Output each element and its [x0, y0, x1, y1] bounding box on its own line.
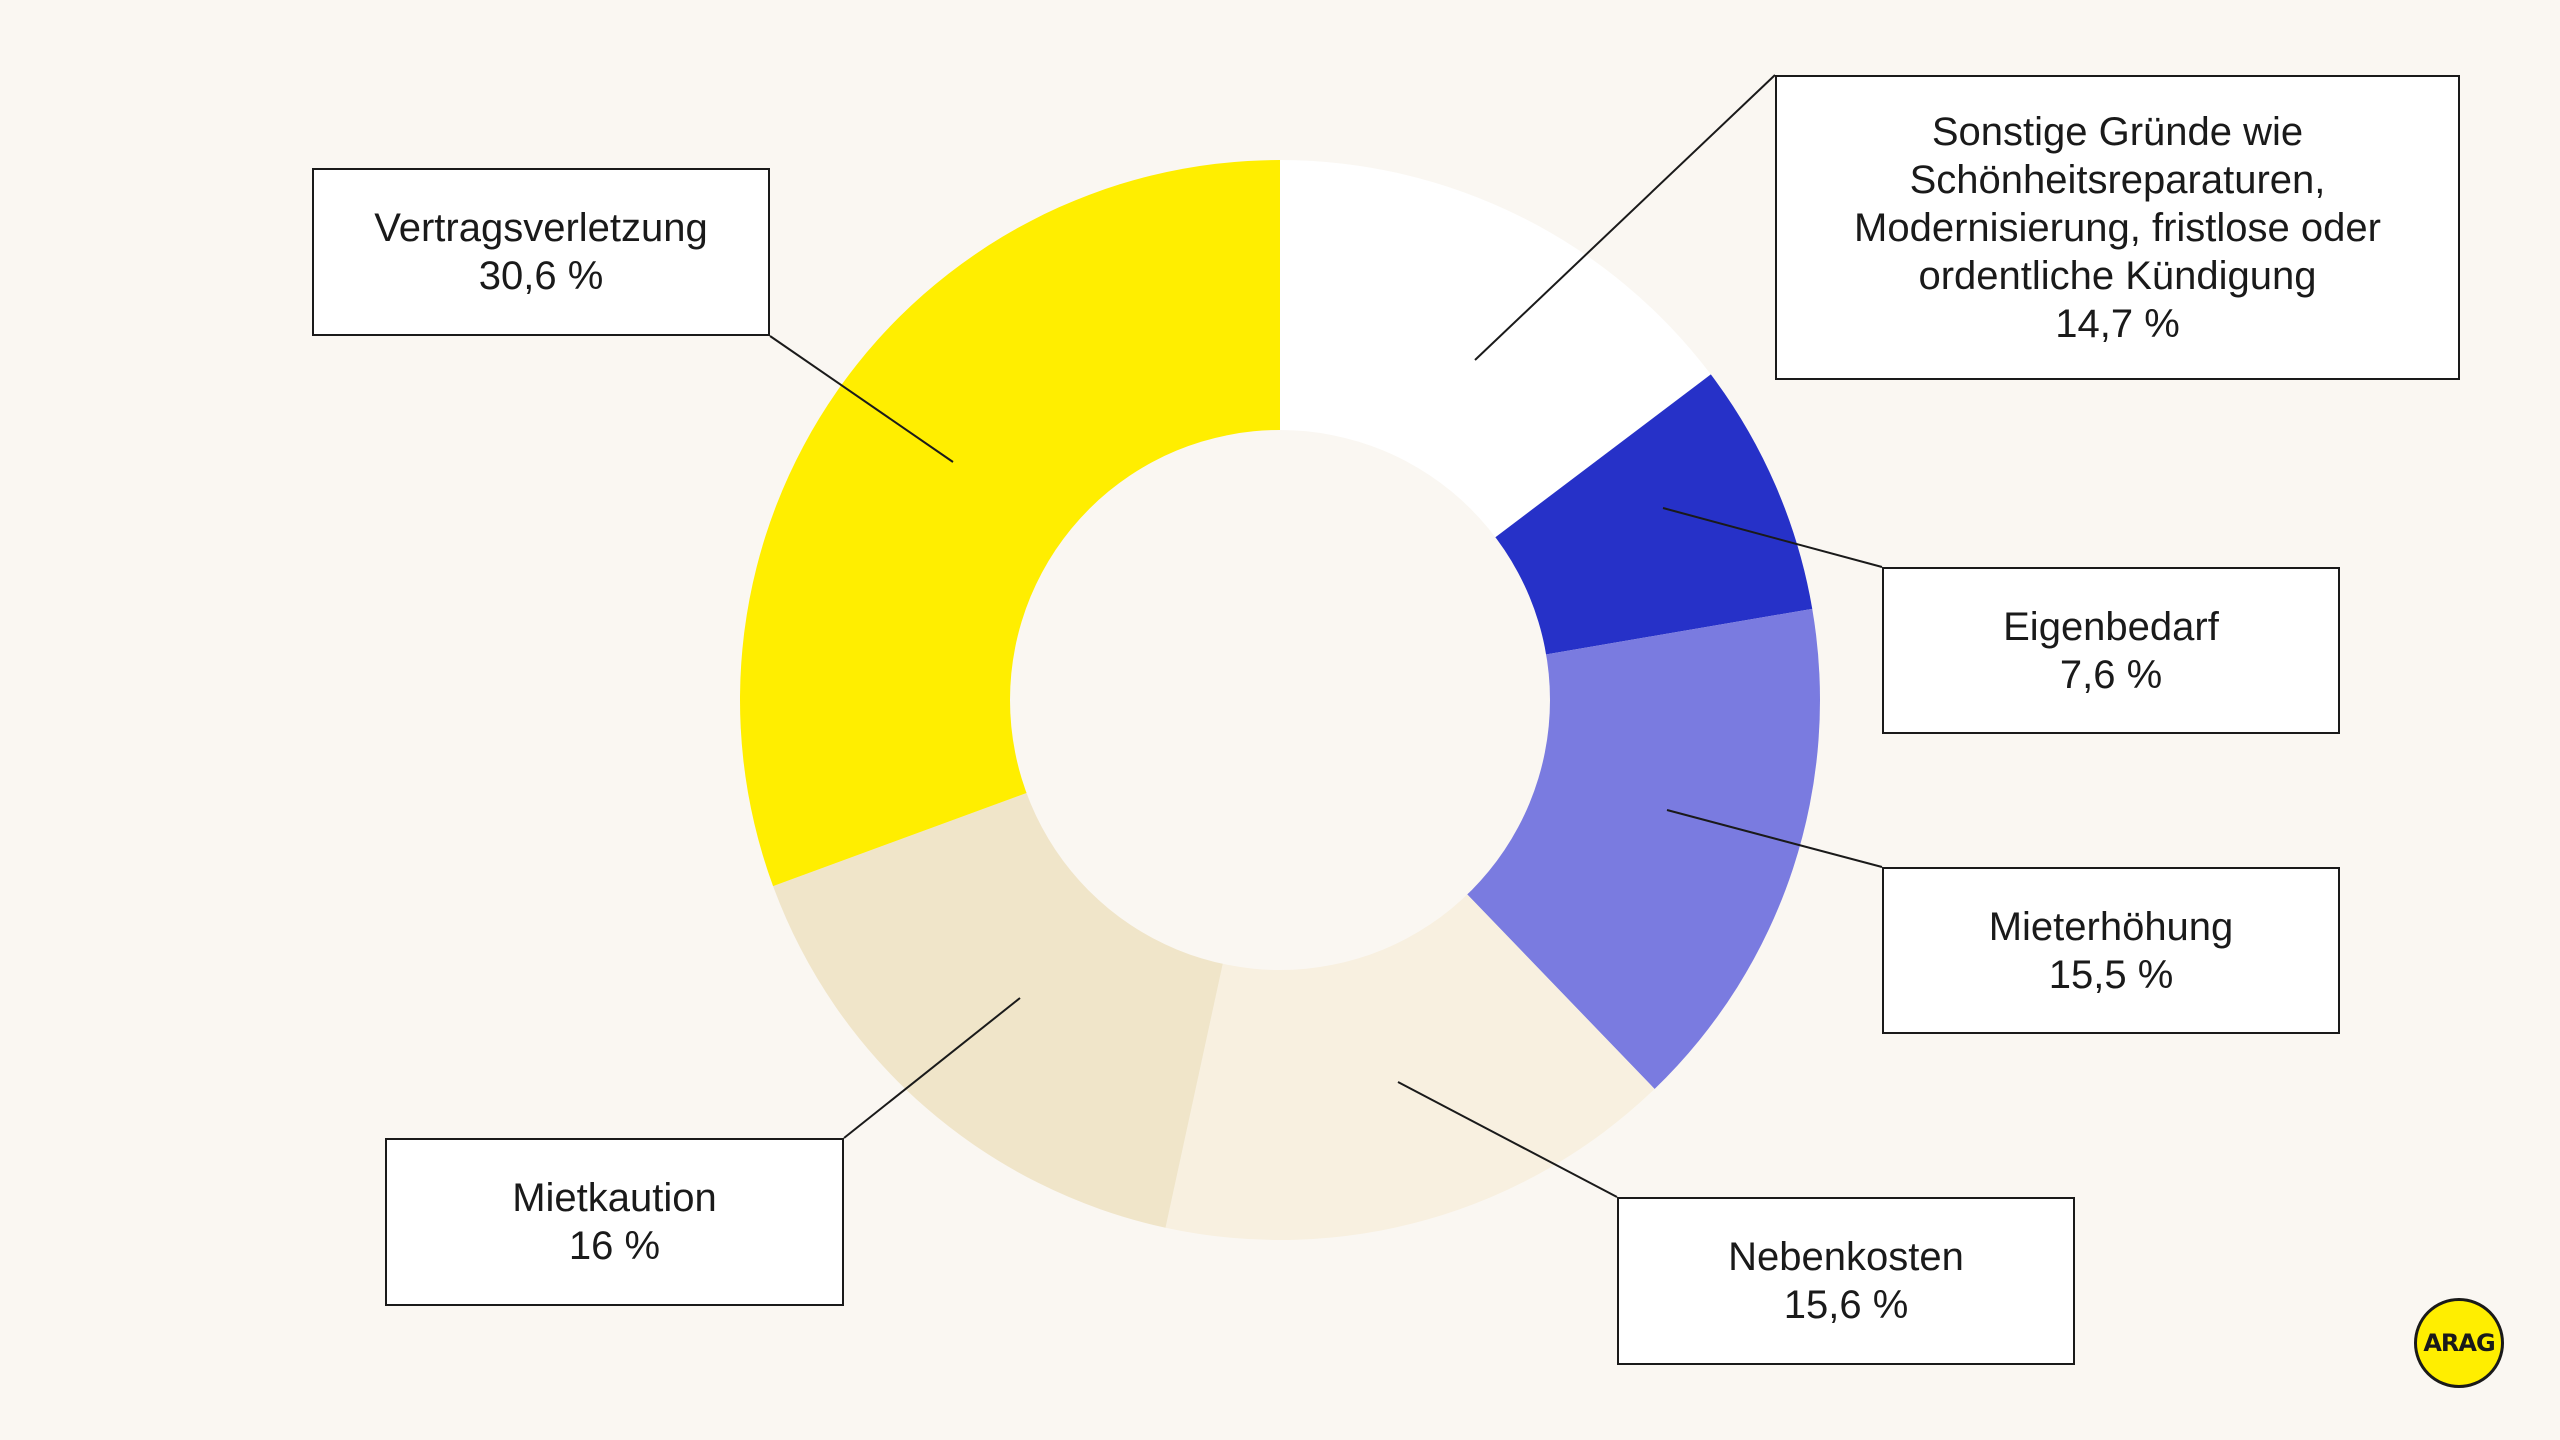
label-nebenkosten-name: Nebenkosten	[1728, 1235, 1964, 1279]
arag-logo: ARAG	[2414, 1298, 2504, 1388]
label-mietkaution-name: Mietkaution	[512, 1176, 717, 1220]
label-vertragsverletzung-name: Vertragsverletzung	[374, 206, 708, 250]
leader-line-vertragsverletzung	[769, 335, 954, 463]
label-sonstige-line-4: ordentliche Kündigung	[1918, 253, 2317, 298]
label-vertragsverletzung: Vertragsverletzung 30,6 %	[312, 168, 770, 336]
leader-line-eigenbedarf	[1662, 507, 1883, 568]
label-mietkaution: Mietkaution 16 %	[385, 1138, 844, 1306]
label-sonstige: Sonstige Gründe wie Schönheitsreparature…	[1775, 75, 2460, 380]
donut-hole	[1010, 430, 1550, 970]
value-eigenbedarf: 7,6 %	[2059, 652, 2163, 697]
value-nebenkosten: 15,6 %	[1783, 1283, 1909, 1327]
label-sonstige-line-1: Sonstige Gründe wie	[1931, 109, 2304, 154]
value-vertragsverletzung: 30,6 %	[478, 254, 604, 298]
value-sonstige: 14,7 %	[2055, 301, 2180, 346]
label-sonstige-line-2: Schönheitsreparaturen,	[1909, 157, 2326, 202]
leader-line-mieterhoehung	[1666, 809, 1883, 868]
label-mieterhoehung: Mieterhöhung 15,5 %	[1882, 867, 2340, 1034]
leader-lines	[769, 74, 1883, 1198]
label-eigenbedarf: Eigenbedarf 7,6 %	[1882, 567, 2340, 734]
leader-line-sonstige	[1474, 74, 1776, 361]
leader-line-mietkaution	[843, 997, 1021, 1139]
leader-line-nebenkosten	[1397, 1081, 1618, 1198]
label-sonstige-line-3: Modernisierung, fristlose oder	[1854, 205, 2381, 250]
value-mieterhoehung: 15,5 %	[2048, 952, 2174, 997]
label-nebenkosten: Nebenkosten 15,6 %	[1617, 1197, 2075, 1365]
value-mietkaution: 16 %	[568, 1224, 661, 1268]
label-eigenbedarf-name: Eigenbedarf	[2003, 604, 2219, 649]
label-mieterhoehung-name: Mieterhöhung	[1988, 904, 2234, 949]
